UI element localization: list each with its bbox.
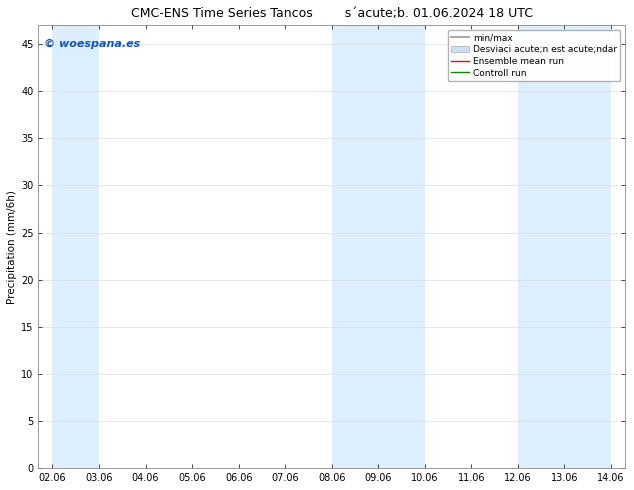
- Title: CMC-ENS Time Series Tancos        s´acute;b. 01.06.2024 18 UTC: CMC-ENS Time Series Tancos s´acute;b. 01…: [131, 7, 533, 20]
- Legend: min/max, Desviaci acute;n est acute;ndar, Ensemble mean run, Controll run: min/max, Desviaci acute;n est acute;ndar…: [448, 30, 621, 81]
- Bar: [518, 25, 611, 468]
- Y-axis label: Precipitation (mm/6h): Precipitation (mm/6h): [7, 190, 17, 304]
- Bar: [332, 25, 425, 468]
- Bar: [53, 25, 99, 468]
- Text: © woespana.es: © woespana.es: [44, 39, 141, 49]
